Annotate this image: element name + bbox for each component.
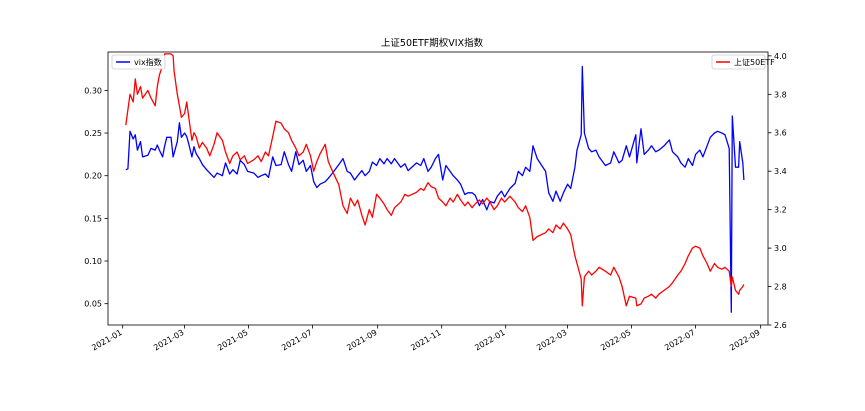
- y-right-tick-label: 3.8: [774, 90, 787, 99]
- y-right-tick-label: 3.4: [774, 167, 787, 176]
- y-left-tick-label: 0.25: [84, 129, 102, 138]
- y-axis-right: 2.6 2.8 3.0 3.2 3.4 3.6 3.8 4.0: [768, 52, 787, 330]
- series-line-vix: [125, 65, 745, 313]
- legend-right-label: 上证50ETF: [734, 58, 775, 67]
- legend-left: vix指数: [111, 54, 166, 70]
- y-right-tick-label: 4.0: [774, 52, 787, 61]
- chart-title: 上证50ETF期权VIX指数: [381, 37, 484, 49]
- plot-frame: [107, 51, 769, 326]
- y-right-tick-label: 2.8: [774, 283, 787, 292]
- y-left-tick-label: 0.10: [84, 257, 102, 266]
- y-right-tick-label: 3.2: [774, 206, 787, 215]
- legend-left-label: vix指数: [134, 57, 162, 67]
- y-left-tick-label: 0.30: [84, 86, 102, 95]
- plot-lines: [125, 53, 745, 313]
- legend-left-box: [111, 54, 166, 70]
- legend-right: 上证50ETF: [711, 54, 775, 70]
- y-left-tick-label: 0.20: [84, 172, 102, 181]
- y-right-tick-label: 3.0: [774, 244, 787, 253]
- y-left-tick-label: 0.05: [84, 300, 102, 309]
- y-left-tick-label: 0.15: [84, 214, 102, 223]
- y-right-tick-label: 3.6: [774, 129, 787, 138]
- series-line-etf: [125, 53, 745, 307]
- y-right-tick-label: 2.6: [774, 321, 787, 330]
- legend-right-box: [711, 54, 766, 70]
- y-axis-left: 0.05 0.10 0.15 0.20 0.25 0.30: [84, 86, 108, 309]
